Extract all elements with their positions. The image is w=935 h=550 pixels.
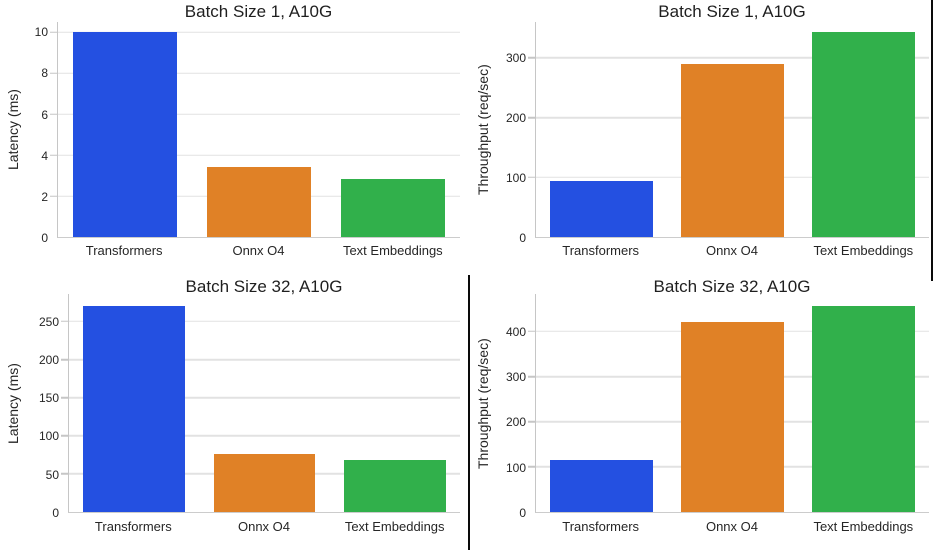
gridline: [69, 358, 460, 361]
gridline: [58, 154, 460, 156]
y-tick-label: 100: [505, 460, 526, 475]
y-tick-mark: [49, 154, 57, 156]
chart-batch1-latency: Batch Size 1, A10G Latency (ms) 0 2 4 6 8 10 …: [0, 0, 467, 271]
y-tick-mark: [49, 113, 57, 115]
gridline: [58, 31, 460, 33]
x-category-label: Transformers: [562, 243, 640, 258]
bar-transformers: [72, 32, 178, 237]
chart-batch1-throughput: Batch Size 1, A10G Throughput (req/sec) …: [467, 0, 935, 271]
x-category-label: Transformers: [85, 243, 163, 258]
x-axis-labels: Transformers Onnx O4 Text Embeddings: [535, 243, 929, 258]
y-tick-label: 0: [519, 506, 526, 520]
bar-text-embeddings: [812, 305, 915, 512]
y-tick-label: 50: [45, 467, 59, 482]
bar-transformers: [550, 459, 653, 512]
y-tick-mark: [60, 473, 68, 475]
x-category-label: Text Embeddings: [813, 519, 914, 534]
gridline: [69, 435, 460, 437]
gridline: [69, 396, 460, 399]
chart-title: Batch Size 32, A10G: [185, 277, 343, 296]
y-tick-mark: [527, 420, 535, 423]
y-tick-label: 6: [41, 107, 48, 122]
plot-area: [527, 22, 929, 238]
y-tick-mark: [49, 72, 57, 74]
y-tick-mark: [60, 435, 68, 437]
chart-batch32-throughput: Batch Size 32, A10G Throughput (req/sec)…: [467, 271, 935, 550]
x-axis-labels: Transformers Onnx O4 Text Embeddings: [68, 519, 460, 534]
y-tick-label: 0: [519, 231, 526, 245]
vertical-divider: [931, 0, 933, 281]
chart-title: Batch Size 1, A10G: [184, 2, 333, 21]
y-tick-label: 200: [505, 415, 526, 430]
chart-batch32-latency: Batch Size 32, A10G Latency (ms) 0 50 100 1…: [0, 271, 467, 550]
vertical-divider: [468, 275, 470, 550]
x-category-label: Onnx O4: [237, 519, 291, 534]
y-tick-label: 8: [41, 66, 48, 81]
y-tick-mark: [527, 116, 535, 119]
y-tick-mark: [527, 176, 535, 179]
y-tick-mark: [49, 31, 57, 33]
y-tick-mark: [527, 57, 535, 59]
plot-area: [60, 294, 460, 513]
y-axis-ticks: 0 50 100 150 200 250: [0, 294, 59, 519]
y-axis-ticks: 0 2 4 6 8 10: [0, 22, 48, 244]
y-tick-label: 100: [38, 429, 59, 444]
x-axis-labels: Transformers Onnx O4 Text Embeddings: [57, 243, 460, 258]
y-tick-mark: [60, 320, 68, 323]
bar-transformers: [550, 181, 653, 237]
gridline: [58, 113, 460, 115]
y-tick-mark: [60, 358, 68, 361]
bar-text-embeddings: [812, 32, 915, 237]
gridline: [58, 72, 460, 74]
bar-onnx-o4: [213, 454, 316, 512]
x-category-label: Text Embeddings: [813, 243, 914, 258]
y-tick-mark: [527, 466, 535, 468]
y-tick-label: 200: [505, 111, 526, 125]
x-axis-labels: Transformers Onnx O4 Text Embeddings: [535, 519, 929, 534]
bar-transformers: [83, 306, 185, 512]
y-axis-ticks: 0 100 200 300 400: [467, 294, 526, 519]
x-category-label: Onnx O4: [705, 519, 758, 534]
plot-area: [527, 294, 929, 513]
x-category-label: Text Embeddings: [342, 243, 443, 258]
y-tick-label: 250: [38, 314, 59, 329]
bar-onnx-o4: [681, 63, 784, 237]
plot-area: [49, 22, 460, 238]
chart-title: Batch Size 32, A10G: [653, 277, 811, 296]
y-tick-label: 100: [505, 171, 526, 185]
x-category-label: Onnx O4: [232, 243, 285, 258]
x-category-label: Text Embeddings: [344, 519, 445, 534]
y-tick-label: 2: [41, 189, 48, 204]
y-tick-label: 10: [34, 25, 48, 40]
x-category-label: Transformers: [562, 519, 640, 534]
y-tick-label: 300: [505, 51, 526, 65]
y-tick-label: 300: [505, 369, 526, 384]
y-tick-mark: [527, 330, 535, 333]
bar-onnx-o4: [681, 322, 784, 512]
y-tick-label: 200: [38, 352, 59, 367]
y-tick-mark: [60, 396, 68, 399]
y-tick-label: 4: [41, 148, 48, 163]
x-category-label: Transformers: [94, 519, 172, 534]
y-tick-mark: [49, 195, 57, 197]
y-tick-label: 0: [41, 231, 48, 245]
chart-title: Batch Size 1, A10G: [658, 2, 806, 21]
x-category-label: Onnx O4: [705, 243, 758, 258]
y-tick-label: 0: [52, 506, 59, 520]
y-tick-label: 400: [505, 324, 526, 339]
bar-onnx-o4: [206, 167, 312, 237]
y-tick-mark: [527, 375, 535, 378]
gridline: [536, 57, 929, 59]
gridline: [69, 320, 460, 323]
bar-text-embeddings: [340, 178, 446, 237]
y-tick-label: 150: [38, 391, 59, 406]
y-axis-ticks: 0 100 200 300: [467, 22, 526, 244]
bar-text-embeddings: [344, 460, 446, 512]
